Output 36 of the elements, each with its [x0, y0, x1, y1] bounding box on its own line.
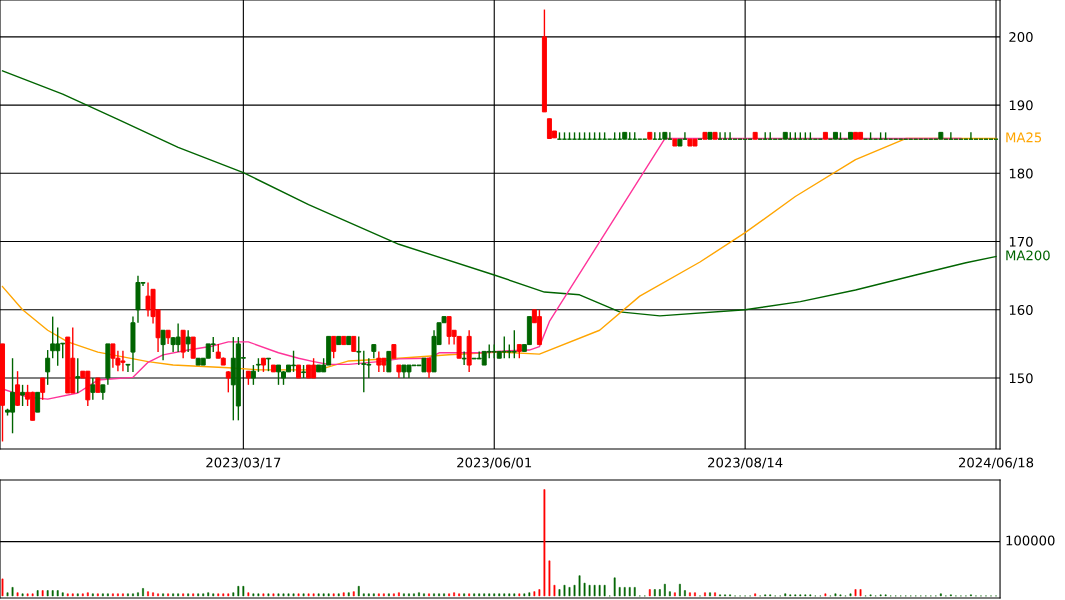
- candlestick: [160, 329, 166, 361]
- candlestick: [35, 391, 41, 413]
- line-series: [1, 70, 997, 317]
- candlestick: [50, 315, 56, 359]
- y-tick-label: 170: [1009, 236, 1033, 247]
- y-tick-label: 150: [1009, 373, 1033, 384]
- candlestick: [426, 357, 432, 379]
- y-tick-label: 190: [1009, 100, 1033, 111]
- series-label: MA25: [1006, 132, 1042, 143]
- x-tick-label: 2024/06/18: [958, 457, 1034, 469]
- x-tick-label: 2023/08/14: [708, 457, 783, 469]
- y-tick-label: 180: [1009, 168, 1033, 179]
- candlestick: [511, 329, 517, 359]
- candlestick: [376, 350, 382, 373]
- candlestick: [45, 349, 51, 386]
- y-tick-label: 160: [1009, 305, 1033, 315]
- candlestick: [15, 370, 21, 407]
- candlestick: [386, 350, 392, 373]
- candlestick: [250, 364, 256, 386]
- candlestick: [331, 335, 337, 359]
- candlestick: [461, 350, 467, 366]
- candlestick: [75, 357, 81, 394]
- text: 100000: [1006, 535, 1055, 546]
- candlestick: [180, 329, 186, 359]
- candlestick: [356, 335, 362, 366]
- candlestick: [361, 350, 367, 394]
- series-label: MA200: [1006, 250, 1050, 261]
- candlestick: [90, 377, 96, 401]
- candlestick: [20, 384, 26, 407]
- candlestick: [225, 370, 231, 394]
- candlestick: [190, 336, 196, 359]
- x-tick-label: 2023/06/01: [457, 457, 532, 469]
- y-tick-label: 200: [1009, 32, 1033, 43]
- candlestick: [185, 329, 191, 353]
- x-tick-label: 2023/03/17: [206, 457, 281, 469]
- candlestick: [40, 377, 46, 401]
